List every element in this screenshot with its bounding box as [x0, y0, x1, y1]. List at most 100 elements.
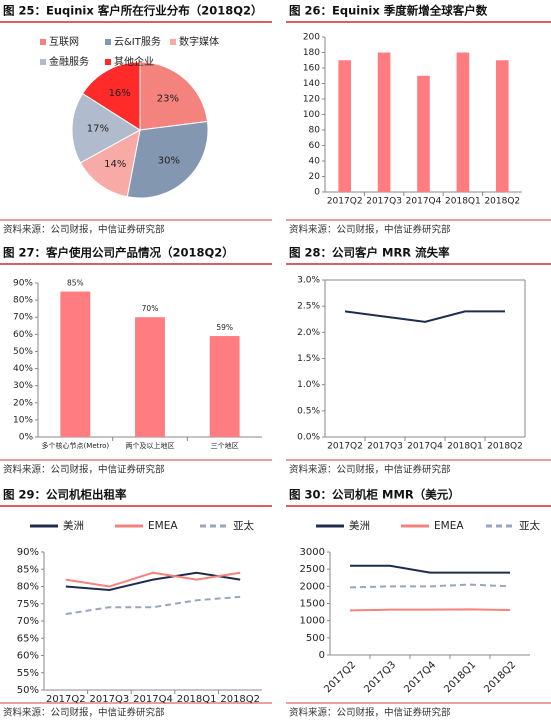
source: 资料来源：公司财报，中信证券研究部 — [289, 224, 451, 236]
y-tick-label: 3.0% — [297, 276, 320, 286]
x-tick-label: 2018Q2 — [482, 659, 518, 695]
legend-swatch — [40, 59, 46, 65]
legend-label: 美洲 — [63, 519, 84, 532]
y-tick-label: 85% — [17, 564, 39, 575]
legend-label: 数字媒体 — [179, 35, 219, 48]
slice-label: 17% — [87, 124, 109, 135]
x-tick-label: 2017Q4 — [133, 694, 173, 705]
bar — [417, 75, 430, 192]
figure-title: 图 30：公司机柜 MMR（美元） — [289, 488, 460, 502]
figure-title: 图 27：客户使用公司产品情况（2018Q2） — [3, 246, 234, 260]
y-tick-label: 10% — [13, 415, 33, 425]
y-tick-label: 55% — [17, 668, 39, 679]
legend-swatch — [40, 39, 46, 45]
legend-label: EMEA — [434, 520, 464, 532]
y-tick-label: 60% — [13, 330, 33, 340]
figure-title: 图 25：Euqinix 客户所在行业分布（2018Q2） — [3, 4, 263, 18]
source: 资料来源：公司财报，中信证券研究部 — [289, 707, 451, 719]
legend-swatch — [105, 59, 111, 65]
bar — [338, 60, 352, 192]
y-tick-label: 65% — [17, 633, 39, 644]
y-tick-label: 200 — [303, 33, 320, 43]
x-tick-label: 2017Q2 — [327, 197, 363, 207]
series-line — [65, 571, 241, 591]
y-tick-label: 160 — [303, 64, 320, 74]
legend-label: 互联网 — [49, 36, 79, 48]
y-tick-label: 0 — [314, 188, 320, 198]
legend-swatch — [105, 39, 111, 45]
legend-label: 金融服务 — [49, 55, 89, 68]
legend-label: EMEA — [148, 520, 178, 532]
y-tick-label: 120 — [303, 95, 320, 105]
value-label: 70% — [142, 304, 159, 313]
y-tick-label: 0 — [319, 650, 325, 661]
y-tick-label: 3000 — [300, 547, 325, 558]
x-tick-label: 2017Q3 — [366, 197, 402, 207]
bar — [377, 52, 391, 192]
x-tick-label: 2017Q4 — [406, 197, 442, 207]
y-tick-label: 40% — [13, 364, 33, 374]
x-tick-label: 2018Q1 — [445, 197, 481, 207]
y-tick-label: 1000 — [300, 616, 325, 627]
x-tick-label: 多个核心节点(Metro) — [42, 441, 110, 450]
x-tick-label: 2017Q4 — [407, 442, 443, 452]
x-tick-label: 2017Q2 — [322, 659, 358, 695]
x-tick-label: 2018Q1 — [447, 442, 483, 452]
bar — [495, 60, 509, 192]
x-tick-label: 2018Q2 — [484, 197, 520, 207]
source: 资料来源：公司财报，中信证券研究部 — [3, 464, 165, 476]
x-tick-label: 2018Q2 — [220, 694, 260, 705]
y-tick-label: 75% — [17, 599, 39, 610]
legend-label: 美洲 — [349, 519, 370, 532]
y-tick-label: 180 — [303, 48, 320, 58]
source: 资料来源：公司财报，中信证券研究部 — [3, 224, 165, 236]
slice-label: 30% — [158, 156, 180, 167]
bar — [60, 291, 91, 437]
x-tick-label: 2017Q3 — [367, 442, 403, 452]
y-tick-label: 1.5% — [297, 354, 320, 364]
y-tick-label: 0% — [19, 433, 34, 443]
bar — [456, 52, 470, 192]
y-tick-label: 90% — [13, 279, 33, 289]
pie-slice — [126, 120, 209, 199]
y-tick-label: 0.5% — [297, 406, 320, 416]
y-tick-label: 80% — [17, 582, 39, 593]
slice-label: 16% — [109, 88, 131, 99]
figure-title: 图 28：公司客户 MRR 流失率 — [289, 246, 450, 260]
y-tick-label: 70% — [13, 313, 33, 323]
y-tick-label: 40 — [309, 157, 321, 167]
x-tick-label: 2017Q2 — [46, 694, 86, 705]
legend-swatch — [170, 39, 176, 45]
bar — [135, 317, 165, 437]
slice-label: 14% — [104, 159, 126, 170]
series-line — [65, 571, 241, 588]
x-tick-label: 2017Q3 — [90, 694, 130, 705]
x-tick-label: 两个及以上地区 — [126, 441, 175, 450]
y-tick-label: 90% — [17, 547, 39, 558]
y-tick-label: 0.0% — [297, 433, 320, 443]
figure-title: 图 26：Equinix 季度新增全球客户数 — [289, 4, 488, 18]
x-tick-label: 2018Q1 — [177, 694, 217, 705]
y-tick-label: 500 — [306, 633, 325, 644]
source: 资料来源：公司财报，中信证券研究部 — [289, 464, 451, 476]
y-tick-label: 2.0% — [297, 328, 320, 338]
x-tick-label: 2018Q1 — [442, 659, 478, 695]
figure-title: 图 29：公司机柜出租率 — [3, 488, 127, 502]
series-line — [65, 595, 241, 616]
y-tick-label: 100 — [303, 110, 320, 120]
y-tick-label: 80 — [309, 126, 321, 136]
y-tick-label: 140 — [303, 79, 320, 89]
y-tick-label: 50% — [13, 347, 33, 357]
x-tick-label: 三个地区 — [211, 441, 239, 450]
series-line — [349, 608, 511, 612]
y-tick-label: 2000 — [300, 581, 325, 592]
legend-label: 亚太 — [519, 519, 540, 532]
x-tick-label: 2018Q2 — [487, 442, 523, 452]
series-line — [350, 564, 510, 574]
x-tick-label: 2017Q4 — [402, 659, 438, 695]
y-tick-label: 50% — [17, 685, 39, 696]
pie-slice — [79, 129, 141, 198]
y-tick-label: 2.5% — [297, 302, 320, 312]
